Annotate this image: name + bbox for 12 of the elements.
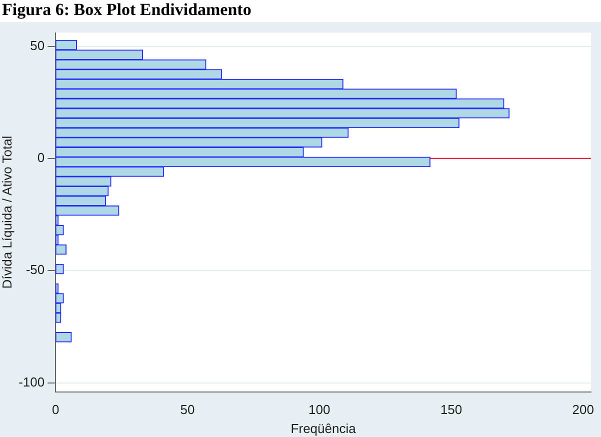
x-tick-label: 0 — [52, 402, 60, 418]
x-tick-label: 200 — [572, 402, 594, 418]
y-tick-label: -100 — [18, 374, 45, 390]
y-tick-label: -50 — [26, 262, 45, 278]
y-tick-label: 0 — [37, 150, 45, 166]
x-axis-title: Freqüência — [290, 420, 357, 436]
x-tick-label: 150 — [440, 402, 462, 418]
x-tick-label: 100 — [308, 402, 330, 418]
y-axis-title: Dívida Líquida / Ativo Total — [0, 136, 14, 289]
y-tick-label: 50 — [30, 38, 45, 53]
chart-title: Figura 6: Box Plot Endividamento — [1, 0, 252, 21]
x-tick-label: 50 — [180, 402, 195, 418]
